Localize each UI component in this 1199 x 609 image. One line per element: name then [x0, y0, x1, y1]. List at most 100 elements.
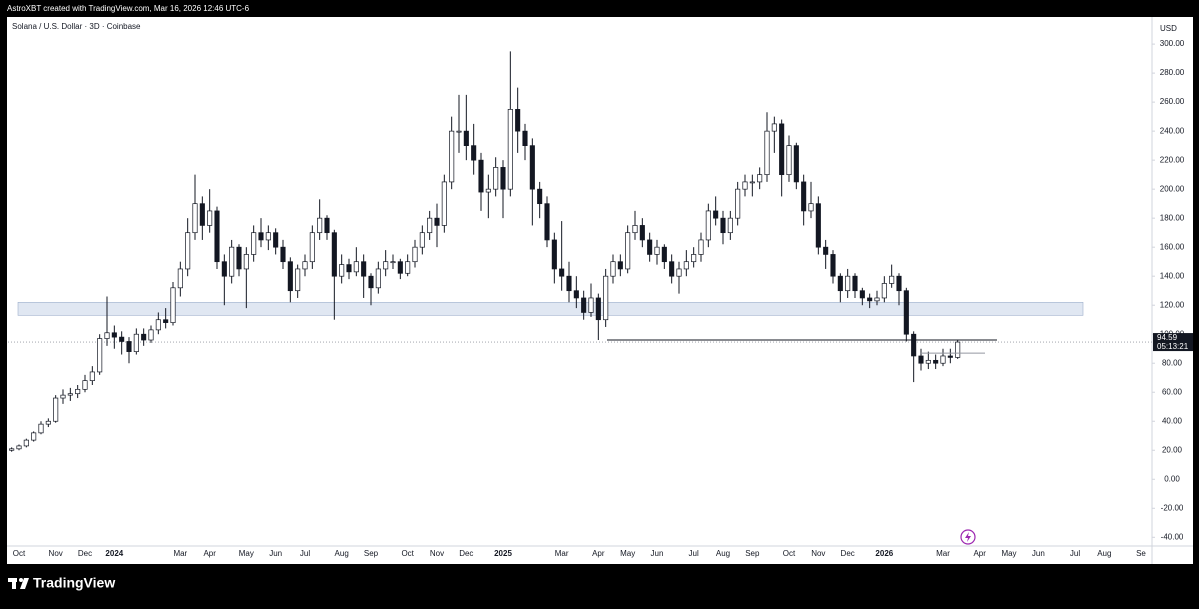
x-tick-label: May [1001, 549, 1016, 558]
candle-body [463, 130, 469, 146]
candle-body [155, 319, 161, 331]
x-tick-label: Jul [300, 549, 310, 558]
candle-body [97, 338, 103, 373]
candle-body [434, 217, 440, 226]
y-tick-label: 120.00 [1160, 300, 1185, 309]
x-tick-label: Apr [973, 549, 986, 558]
candle-body [317, 217, 323, 234]
candle-body [45, 420, 51, 425]
candle-body [236, 246, 242, 270]
candle-body [163, 319, 169, 323]
x-tick-label: Dec [841, 549, 855, 558]
candle-body [390, 261, 396, 264]
candle-body [456, 130, 462, 133]
candle-body [361, 261, 367, 277]
candle-body [346, 264, 352, 273]
candle-body [625, 232, 631, 270]
candle-body [918, 355, 924, 364]
candles [9, 51, 961, 452]
candle-body [221, 261, 227, 277]
candle-body [551, 239, 557, 270]
candle-body [405, 261, 411, 274]
candle-body [229, 246, 235, 277]
candle-body [852, 275, 858, 292]
chart-background [7, 17, 1193, 564]
candle-body [126, 341, 132, 352]
candle-body [881, 283, 887, 299]
candle-body [60, 394, 66, 399]
candle-body [896, 275, 902, 292]
support-zone [17, 302, 1084, 316]
x-tick-label: Mar [555, 549, 569, 558]
candle-body [830, 254, 836, 277]
x-tick-label: Jul [1070, 549, 1080, 558]
x-tick-label: Jun [651, 549, 664, 558]
candle-body [339, 264, 345, 277]
candle-body [720, 217, 726, 234]
candle-body [698, 239, 704, 255]
candle-body [302, 261, 308, 270]
candle-body [449, 130, 455, 183]
candle-body [23, 439, 29, 447]
candle-body [412, 246, 418, 263]
candle-body [537, 188, 543, 205]
x-tick-label: May [239, 549, 254, 558]
y-tick-label: 240.00 [1160, 126, 1185, 135]
x-tick-label: Se [1136, 549, 1146, 558]
x-tick-label: Oct [783, 549, 796, 558]
x-tick-label: Dec [78, 549, 92, 558]
candle-body [779, 123, 785, 176]
candle-body [280, 246, 286, 263]
y-tick-label: -40.00 [1161, 532, 1184, 541]
candle-body [148, 329, 154, 341]
candle-body [889, 275, 895, 284]
candle-body [500, 167, 506, 190]
candle-body [610, 261, 616, 277]
candle-body [251, 232, 257, 255]
candle-body [53, 397, 59, 422]
candle-body [529, 145, 535, 190]
candle-body [544, 203, 550, 241]
candle-body [859, 290, 865, 299]
candle-body [874, 297, 880, 302]
candle-body [353, 261, 359, 273]
x-tick-label: Jun [1032, 549, 1045, 558]
candle-body [441, 181, 447, 226]
candle-body [185, 232, 191, 270]
candle-body [815, 203, 821, 248]
x-tick-label: Nov [49, 549, 63, 558]
x-tick-label: 2024 [105, 549, 123, 558]
y-tick-label: 20.00 [1162, 445, 1183, 454]
candle-body [771, 123, 777, 132]
candle-body [757, 174, 763, 183]
last-price-label: 94.59 [1157, 333, 1178, 342]
candle-body [89, 371, 95, 381]
candle-body [749, 181, 755, 184]
candle-body [845, 275, 851, 292]
candle-body [133, 333, 139, 352]
chart-title: Solana / U.S. Dollar · 3D · Coinbase [12, 22, 141, 31]
candle-body [837, 275, 843, 292]
candle-body [16, 445, 22, 450]
candle-body [632, 225, 638, 234]
candle-body [9, 448, 15, 451]
candle-body [691, 254, 697, 263]
candle-body [295, 268, 301, 292]
candle-body [368, 275, 374, 289]
y-tick-label: 220.00 [1160, 155, 1185, 164]
currency-label: USD [1160, 24, 1177, 33]
candle-body [104, 332, 110, 339]
x-tick-label: Mar [173, 549, 187, 558]
candle-body [243, 254, 249, 270]
candle-body [515, 109, 521, 132]
candle-body [823, 246, 829, 255]
brand: TradingView [33, 575, 115, 591]
candle-body [654, 246, 660, 255]
candle-body [207, 210, 213, 226]
candle-body [925, 359, 931, 364]
candle-body [955, 341, 961, 358]
candle-body [397, 261, 403, 274]
candle-body [522, 130, 528, 146]
candle-body [808, 203, 814, 212]
